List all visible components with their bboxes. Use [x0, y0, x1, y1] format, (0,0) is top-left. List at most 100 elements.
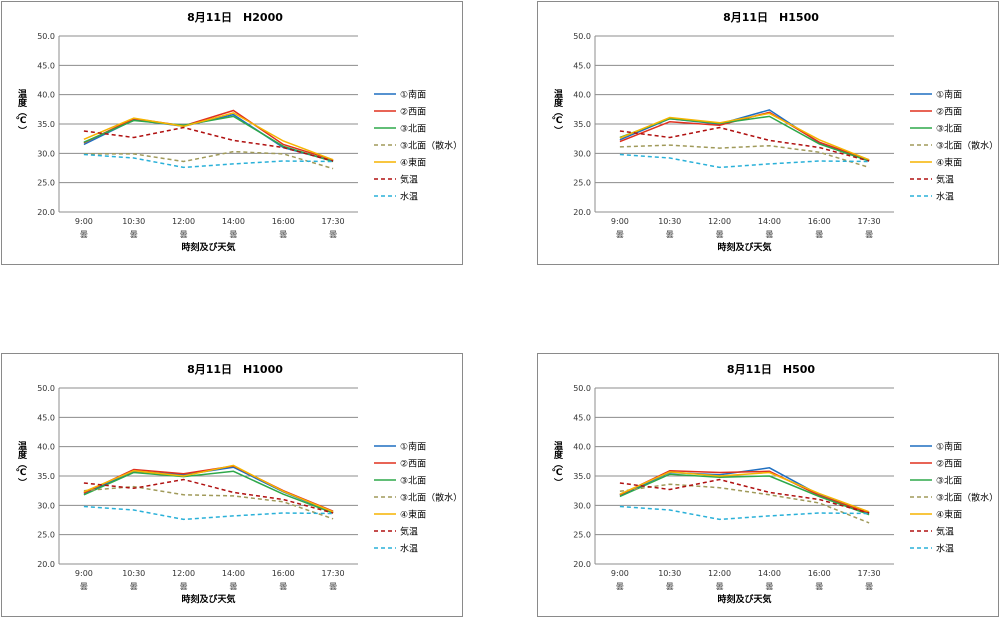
x-tick-label: 12:00 [172, 217, 195, 226]
x-weather-label: 曇 [716, 230, 724, 239]
series-line [83, 115, 334, 163]
legend-label: ④東面 [400, 157, 426, 169]
x-weather-label: 曇 [616, 582, 624, 591]
x-tick-label: 17:30 [322, 569, 345, 578]
x-weather-label: 曇 [279, 582, 287, 591]
x-tick-label: 14:00 [222, 217, 245, 226]
y-tick-label: 20.0 [37, 560, 55, 569]
legend-label: ②西面 [400, 107, 426, 118]
y-tick-label: 35.0 [37, 120, 55, 129]
legend-label: ②西面 [400, 459, 426, 470]
y-tick-label: 20.0 [573, 560, 591, 569]
x-weather-label: 曇 [130, 582, 138, 591]
x-weather-label: 曇 [865, 230, 873, 239]
chart-title: 8月11日 H1500 [723, 11, 819, 24]
legend-label: ③北面（散水） [936, 492, 998, 504]
y-tick-label: 40.0 [573, 443, 591, 452]
x-weather-label: 曇 [80, 230, 88, 239]
y-tick-label: 45.0 [573, 61, 591, 70]
series-line [619, 471, 870, 513]
legend-label: ③北面 [400, 476, 426, 487]
legend-label: ③北面（散水） [936, 140, 998, 152]
series-line [83, 485, 334, 520]
x-weather-label: 曇 [815, 582, 823, 591]
series-line [619, 126, 870, 162]
x-tick-label: 16:00 [808, 569, 831, 578]
y-tick-label: 35.0 [573, 472, 591, 481]
y-tick-label: 50.0 [573, 32, 591, 41]
y-axis-title: 温度（℃） [551, 440, 563, 487]
x-weather-label: 曇 [765, 582, 773, 591]
y-tick-label: 30.0 [573, 149, 591, 158]
x-weather-label: 曇 [815, 230, 823, 239]
y-tick-label: 25.0 [573, 179, 591, 188]
series-line [619, 473, 870, 516]
y-tick-label: 25.0 [37, 179, 55, 188]
series-line [83, 464, 334, 513]
x-weather-label: 曇 [130, 230, 138, 239]
x-weather-label: 曇 [229, 230, 237, 239]
chart-h1500: 8月11日 H1500 20.0 25.0 30.0 35.0 40.0 45.0 50.0 9… [551, 11, 998, 253]
series-line [83, 109, 334, 161]
legend-label: ③北面 [936, 124, 962, 135]
x-weather-label: 曇 [865, 582, 873, 591]
chart-panel-h500: 8月11日 H500 20.0 25.0 30.0 35.0 40.0 45.0 50.0 9:… [537, 353, 999, 617]
x-weather-label: 曇 [229, 582, 237, 591]
x-weather-label: 曇 [80, 582, 88, 591]
x-weather-label: 曇 [180, 582, 188, 591]
y-tick-label: 30.0 [573, 501, 591, 510]
x-tick-label: 9:00 [75, 217, 93, 226]
x-tick-label: 9:00 [75, 569, 93, 578]
series-line [83, 465, 334, 512]
x-tick-label: 14:00 [758, 217, 781, 226]
y-tick-label: 40.0 [573, 91, 591, 100]
series-line [83, 478, 334, 514]
legend-label: ④東面 [936, 157, 962, 169]
chart-h1000: 8月11日 H1000 20.0 25.0 30.0 35.0 40.0 45.0 50.0 9… [15, 363, 462, 605]
x-weather-label: 曇 [180, 230, 188, 239]
chart-panel-h1000: 8月11日 H1000 20.0 25.0 30.0 35.0 40.0 45.0 50.0 9… [1, 353, 463, 617]
legend-label: ①南面 [400, 89, 426, 101]
y-tick-label: 40.0 [37, 91, 55, 100]
legend-label: ④東面 [400, 509, 426, 521]
y-tick-label: 20.0 [37, 208, 55, 217]
x-tick-label: 14:00 [758, 569, 781, 578]
y-tick-label: 25.0 [37, 531, 55, 540]
legend-label: 気温 [936, 526, 954, 538]
x-weather-label: 曇 [329, 582, 337, 591]
x-tick-label: 17:30 [322, 217, 345, 226]
legend-label: ②西面 [936, 107, 962, 118]
y-tick-label: 45.0 [37, 61, 55, 70]
chart-title: 8月11日 H2000 [187, 11, 283, 24]
y-tick-label: 50.0 [37, 32, 55, 41]
chart-h500: 8月11日 H500 20.0 25.0 30.0 35.0 40.0 45.0 50.0 9:… [551, 363, 998, 605]
chart-panel-h1500: 8月11日 H1500 20.0 25.0 30.0 35.0 40.0 45.0 50.0 9… [537, 1, 999, 265]
x-weather-label: 曇 [616, 230, 624, 239]
x-tick-label: 9:00 [611, 569, 629, 578]
x-axis-title: 時刻及び天気 [181, 241, 235, 253]
x-tick-label: 10:30 [122, 217, 145, 226]
x-weather-label: 曇 [329, 230, 337, 239]
x-axis-title: 時刻及び天気 [717, 593, 771, 605]
x-tick-label: 10:30 [658, 569, 681, 578]
x-tick-label: 17:30 [858, 217, 881, 226]
legend-label: 水温 [936, 543, 954, 555]
x-tick-label: 16:00 [808, 217, 831, 226]
legend-label: ③北面（散水） [400, 140, 462, 152]
x-axis-title: 時刻及び天気 [181, 593, 235, 605]
series-line [83, 126, 334, 162]
series-line [619, 469, 870, 514]
y-tick-label: 50.0 [37, 384, 55, 393]
x-tick-label: 17:30 [858, 569, 881, 578]
y-tick-label: 40.0 [37, 443, 55, 452]
series-line [83, 153, 334, 169]
series-line [619, 505, 870, 521]
series-line [619, 483, 870, 524]
y-tick-label: 35.0 [573, 120, 591, 129]
x-tick-label: 10:30 [122, 569, 145, 578]
y-axis-title: 温度（℃） [551, 88, 563, 135]
y-tick-label: 45.0 [573, 413, 591, 422]
legend-label: 気温 [936, 174, 954, 186]
y-tick-label: 20.0 [573, 208, 591, 217]
x-tick-label: 12:00 [172, 569, 195, 578]
